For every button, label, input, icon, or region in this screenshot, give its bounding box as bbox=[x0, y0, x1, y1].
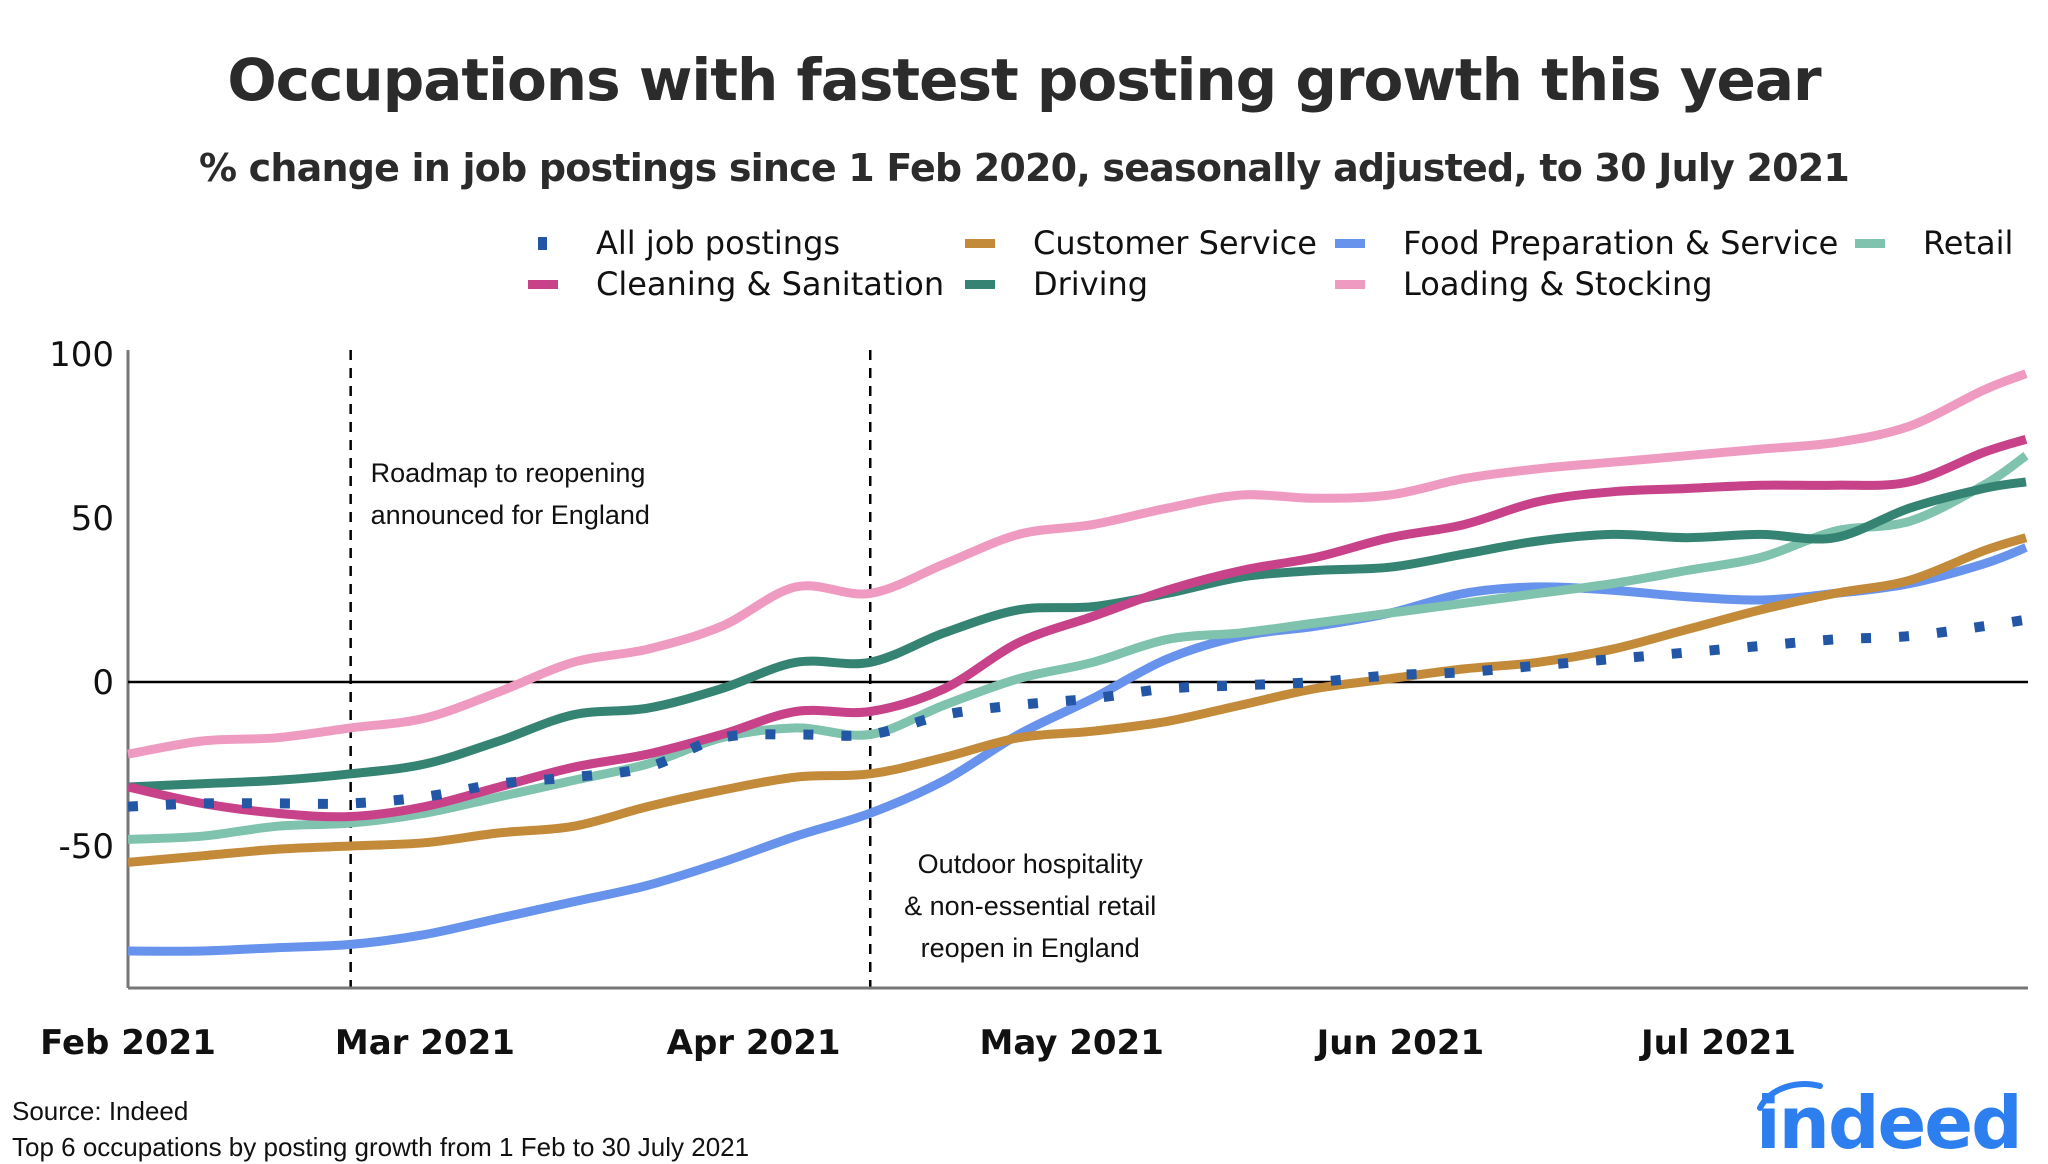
legend-label: All job postings bbox=[596, 224, 841, 262]
annotation-text: Outdoor hospitality bbox=[918, 849, 1144, 879]
y-tick-label: -50 bbox=[58, 827, 114, 867]
legend-item-cleaning-sanitation: Cleaning & Sanitation bbox=[528, 265, 944, 303]
legend-item-driving: Driving bbox=[965, 265, 1148, 303]
x-tick-label: Apr 2021 bbox=[667, 1023, 841, 1063]
legend-label: Food Preparation & Service bbox=[1403, 224, 1839, 262]
x-tick-label: Feb 2021 bbox=[40, 1023, 216, 1063]
source-text: Source: Indeed bbox=[12, 1096, 189, 1126]
annotation-layer: Roadmap to reopening announced for Englan… bbox=[349, 350, 1156, 988]
chart-subtitle: % change in job postings since 1 Feb 202… bbox=[198, 146, 1850, 190]
chart-title: Occupations with fastest posting growth … bbox=[227, 46, 1821, 114]
series-line-customer-service bbox=[127, 533, 2028, 867]
legend-swatch bbox=[528, 279, 558, 289]
x-tick-label: May 2021 bbox=[980, 1023, 1164, 1063]
series-line-loading-stocking bbox=[127, 369, 2028, 759]
y-tick-label: 0 bbox=[92, 663, 114, 703]
series-line-driving bbox=[127, 477, 2027, 792]
legend-swatch bbox=[538, 236, 547, 250]
legend-item-customer-service: Customer Service bbox=[965, 224, 1317, 262]
annotation-text: & non-essential retail bbox=[904, 891, 1156, 921]
annotation-text: Roadmap to reopening bbox=[371, 458, 646, 488]
series-line-retail bbox=[127, 451, 2029, 844]
footnote-text: Top 6 occupations by posting growth from… bbox=[12, 1132, 750, 1162]
legend-label: Cleaning & Sanitation bbox=[596, 265, 945, 303]
legend-label: Customer Service bbox=[1033, 224, 1317, 262]
svg-text:indeed: indeed bbox=[1756, 1081, 2021, 1156]
x-tick-label: Jul 2021 bbox=[1639, 1023, 1796, 1063]
annotation-text: announced for England bbox=[371, 500, 650, 530]
y-tick-label: 100 bbox=[49, 335, 114, 375]
legend-swatch bbox=[965, 279, 995, 289]
legend-swatch bbox=[1335, 238, 1365, 248]
x-tick-label: Mar 2021 bbox=[335, 1023, 515, 1063]
legend-item-loading-stocking: Loading & Stocking bbox=[1335, 265, 1713, 303]
legend-label: Retail bbox=[1923, 224, 2014, 262]
annotation-text: reopen in England bbox=[921, 933, 1140, 963]
series-layer bbox=[127, 369, 2029, 956]
series-line-food-preparation-service bbox=[127, 543, 2028, 956]
y-tick-label: 50 bbox=[71, 499, 114, 539]
legend-item-retail: Retail bbox=[1855, 224, 2013, 262]
legend-swatch bbox=[1855, 238, 1885, 248]
x-tick-label: Jun 2021 bbox=[1315, 1023, 1485, 1063]
series-line-all-job-postings bbox=[127, 614, 2027, 812]
legend-label: Loading & Stocking bbox=[1403, 265, 1713, 303]
axis-layer: 100 50 0 -50 Feb 2021 Mar 2021 Apr 2021 May 202… bbox=[40, 335, 2028, 1063]
legend-swatch bbox=[965, 238, 995, 248]
series-line-cleaning-sanitation bbox=[127, 434, 2028, 822]
legend-swatch bbox=[1335, 279, 1365, 289]
indeed-logo-icon: indeed bbox=[1752, 1078, 2032, 1164]
legend-item-food-preparation: Food Preparation & Service bbox=[1335, 224, 1838, 262]
legend-item-all-job-postings: All job postings bbox=[528, 224, 840, 262]
legend-label: Driving bbox=[1033, 265, 1149, 303]
